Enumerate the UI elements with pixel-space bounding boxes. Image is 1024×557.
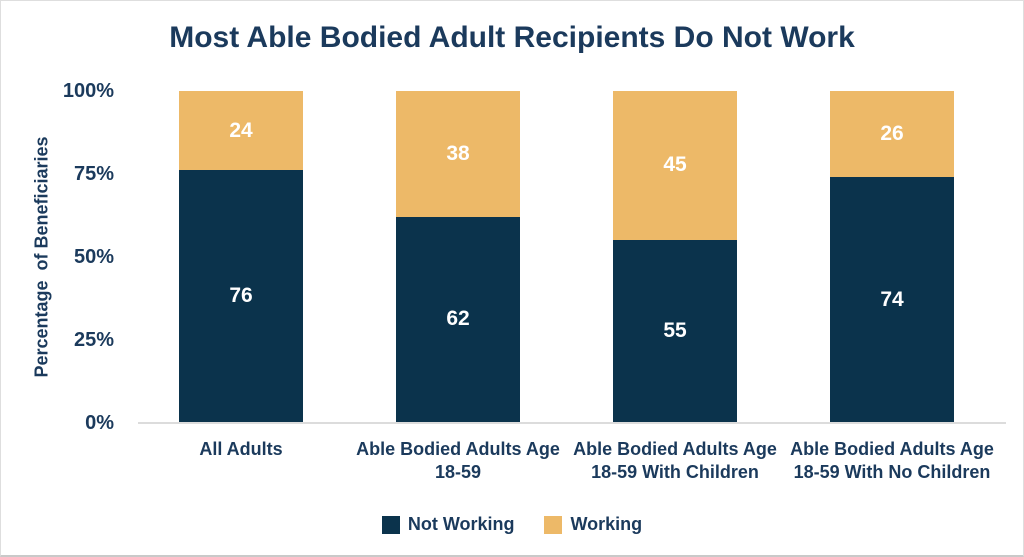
y-axis-tick-50: 50% (73, 246, 114, 268)
bar-segment-working: 26 (830, 91, 954, 178)
bar-2: 45 55 (613, 91, 737, 422)
y-axis-tick-100: 100% (62, 80, 114, 102)
bar-segment-working: 38 (396, 91, 520, 217)
x-axis-label-all-adults: All Adults (199, 439, 283, 459)
bar-segment-working: 45 (613, 91, 737, 240)
y-axis-tick-75: 75% (73, 163, 114, 185)
legend: Not Working Working (1, 514, 1023, 535)
plot-area: 24 76 38 62 45 55 26 74 (138, 91, 1006, 424)
not-working-swatch (381, 515, 400, 534)
bar-0: 24 76 (179, 91, 303, 422)
bar-segment-working: 24 (179, 91, 303, 171)
bar-segment-not-working: 55 (613, 239, 737, 422)
legend-item-not-working: Not Working (381, 514, 515, 535)
chart-title: Most Able Bodied Adult Recipients Do Not… (169, 21, 855, 54)
legend-label-not-working: Not Working (407, 514, 515, 534)
bar-segment-not-working: 62 (396, 216, 520, 422)
x-axis-label-no-children: Able Bodied Adults Age 18-59 With No Chi… (790, 439, 994, 482)
bar-segment-not-working: 74 (830, 177, 954, 422)
legend-label-working: Working (570, 514, 643, 534)
x-axis-label-with-children: Able Bodied Adults Age 18-59 With Childr… (573, 439, 777, 482)
y-axis-tick-0: 0% (85, 412, 114, 434)
legend-item-working: Working (544, 514, 642, 535)
x-axis-label-able-bodied-18-59: Able Bodied Adults Age 18-59 (356, 439, 560, 482)
working-swatch (544, 515, 563, 534)
bar-1: 38 62 (396, 91, 520, 422)
bar-segment-not-working: 76 (179, 170, 303, 422)
bar-3: 26 74 (830, 91, 954, 422)
y-axis-tick-25: 25% (73, 329, 114, 351)
